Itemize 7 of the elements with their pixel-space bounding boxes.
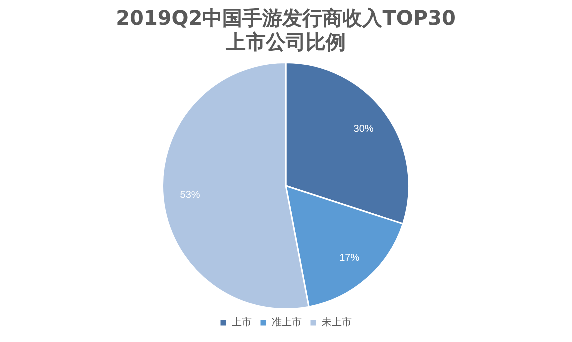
legend-label: 准上市 — [272, 316, 302, 329]
legend-label: 未上市 — [322, 316, 352, 329]
chart-title: 2019Q2中国手游发行商收入TOP30 上市公司比例 — [116, 6, 456, 54]
legend-label: 上市 — [232, 316, 252, 329]
data-label: 17% — [340, 252, 360, 264]
data-label: 53% — [180, 190, 200, 201]
data-label: 30% — [354, 124, 374, 136]
